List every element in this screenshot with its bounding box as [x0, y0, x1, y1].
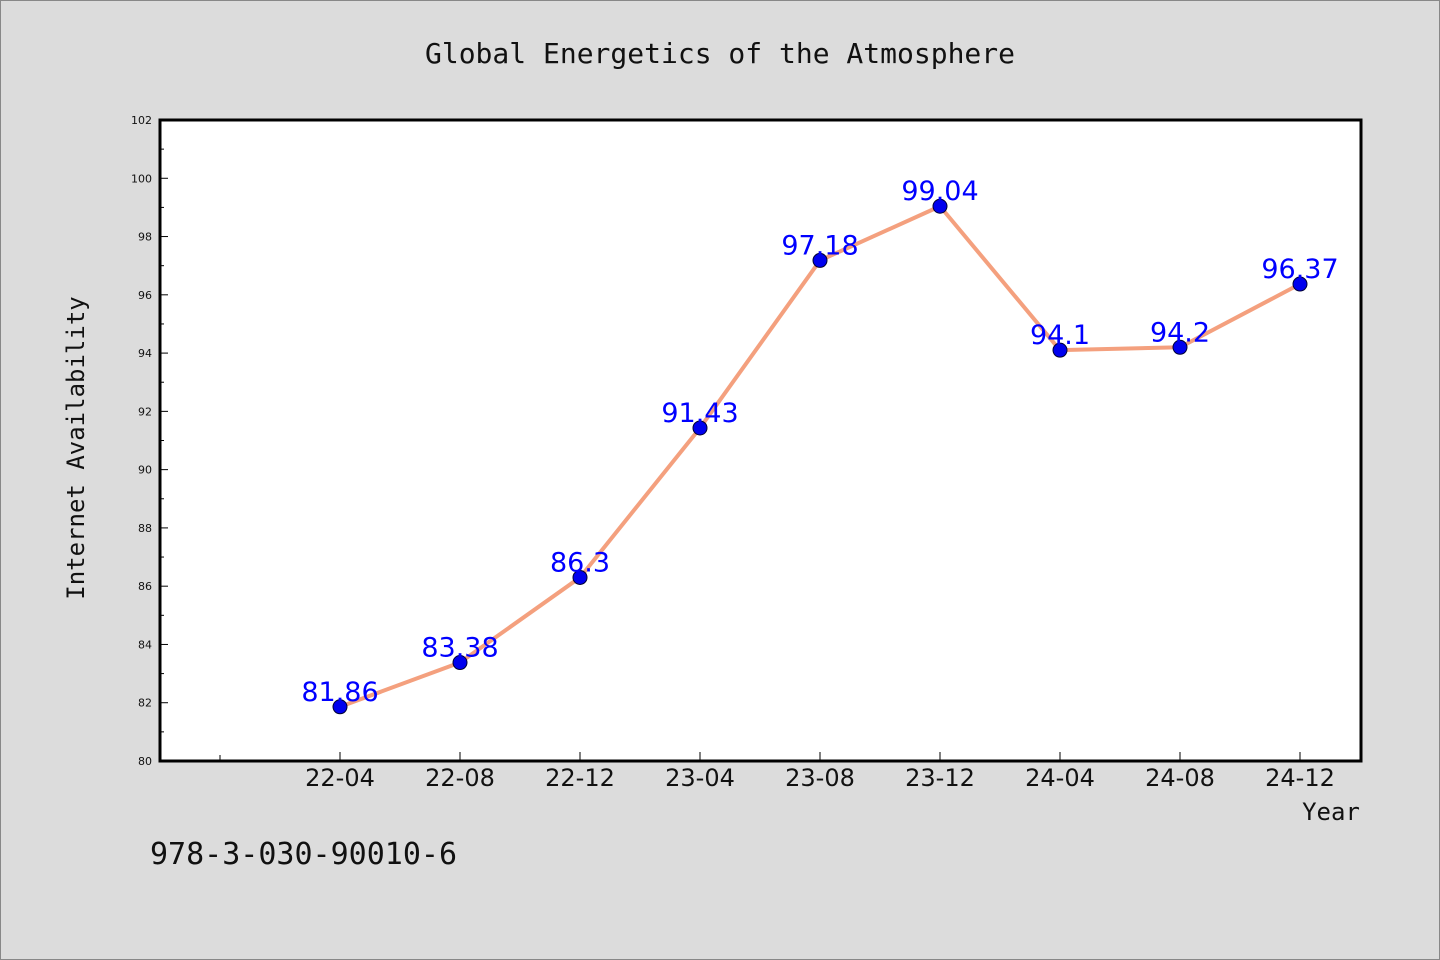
- y-tick-label: 96: [138, 289, 152, 302]
- y-tick-label: 94: [138, 347, 152, 360]
- data-label: 96.37: [1261, 254, 1338, 285]
- x-tick-label: 23-08: [785, 764, 855, 792]
- data-label: 91.43: [661, 398, 738, 429]
- plot-frame: [158, 118, 1363, 763]
- x-tick-label: 22-08: [425, 764, 495, 792]
- data-label: 83.38: [421, 633, 498, 664]
- x-tick-label: 23-04: [665, 764, 735, 792]
- data-label: 86.3: [550, 547, 610, 578]
- data-label: 81.86: [301, 677, 378, 708]
- x-tick-label: 24-12: [1265, 764, 1335, 792]
- y-tick-label: 90: [138, 464, 152, 477]
- x-tick-label: 23-12: [905, 764, 975, 792]
- data-point: [1052, 342, 1068, 358]
- data-point: [572, 569, 588, 585]
- plot-area: [160, 120, 1361, 761]
- y-tick-label: 100: [131, 172, 152, 185]
- y-tick-label: 102: [131, 114, 152, 127]
- data-label: 97.18: [781, 230, 858, 261]
- y-tick-label: 92: [138, 405, 152, 418]
- data-label: 99.04: [901, 176, 978, 207]
- y-tick-label: 84: [138, 638, 152, 651]
- data-label: 94.2: [1150, 317, 1210, 348]
- x-tick-label: 24-08: [1145, 764, 1215, 792]
- y-tick-label: 98: [138, 231, 152, 244]
- data-label-group: 81.86 83.38 86.3 91.43 97.18 99.04 94.1 94.2 96.…: [301, 176, 1338, 708]
- y-axis-label: Internet Availability: [62, 296, 90, 599]
- data-point: [812, 252, 828, 268]
- data-point: [452, 655, 468, 671]
- y-tick-label: 86: [138, 580, 152, 593]
- x-tick-label: 22-04: [305, 764, 375, 792]
- x-tick-label: 22-12: [545, 764, 615, 792]
- data-point: [932, 198, 948, 214]
- x-axis-ticks: 22-04 22-08 22-12 23-04 23-08 23-12 24-04 24-08…: [219, 752, 1335, 792]
- series-line-group: [332, 198, 1308, 715]
- x-tick-label: 24-04: [1025, 764, 1095, 792]
- data-label: 94.1: [1030, 320, 1090, 351]
- y-tick-label: 82: [138, 697, 152, 710]
- chart-title: Global Energetics of the Atmosphere: [425, 37, 1015, 70]
- y-tick-label: 80: [138, 755, 152, 768]
- data-point: [1172, 339, 1188, 355]
- x-axis-label: Year: [1302, 798, 1360, 826]
- data-point: [692, 420, 708, 436]
- data-point: [332, 699, 348, 715]
- isbn-text: 978-3-030-90010-6: [150, 837, 457, 872]
- data-point: [1292, 276, 1308, 292]
- y-tick-label: 88: [138, 522, 152, 535]
